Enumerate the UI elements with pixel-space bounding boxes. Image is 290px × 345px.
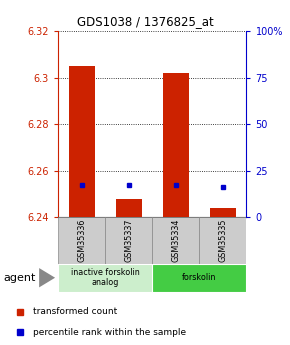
Text: GSM35334: GSM35334 xyxy=(171,219,180,262)
Text: GSM35335: GSM35335 xyxy=(218,219,227,263)
Bar xyxy=(116,199,142,217)
Text: inactive forskolin
analog: inactive forskolin analog xyxy=(71,268,139,287)
Text: forskolin: forskolin xyxy=(182,273,217,282)
FancyBboxPatch shape xyxy=(200,217,246,264)
FancyBboxPatch shape xyxy=(58,217,105,264)
Text: percentile rank within the sample: percentile rank within the sample xyxy=(33,328,186,337)
Text: transformed count: transformed count xyxy=(33,307,117,316)
Text: agent: agent xyxy=(3,273,35,283)
FancyBboxPatch shape xyxy=(152,217,200,264)
Polygon shape xyxy=(39,268,55,287)
FancyBboxPatch shape xyxy=(105,217,152,264)
Text: GDS1038 / 1376825_at: GDS1038 / 1376825_at xyxy=(77,16,213,29)
Text: GSM35337: GSM35337 xyxy=(124,219,133,263)
Bar xyxy=(163,73,189,217)
Bar xyxy=(69,66,95,217)
Text: GSM35336: GSM35336 xyxy=(77,219,86,262)
Bar xyxy=(210,208,236,217)
FancyBboxPatch shape xyxy=(58,264,152,292)
FancyBboxPatch shape xyxy=(152,264,246,292)
